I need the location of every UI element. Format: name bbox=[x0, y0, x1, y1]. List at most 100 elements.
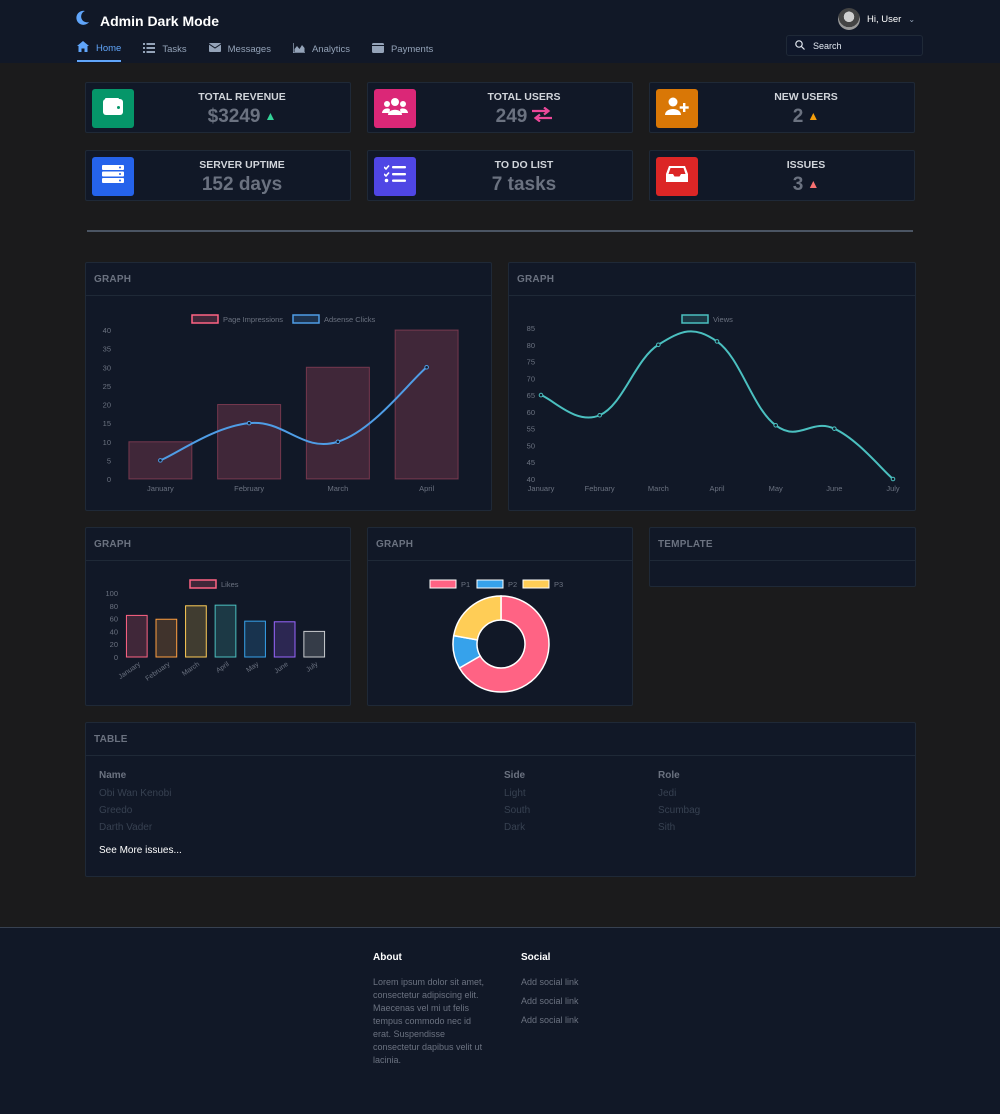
y-tick-label: 35 bbox=[103, 345, 111, 354]
x-tick-label: April bbox=[709, 484, 724, 493]
arrow-up-icon: ▲ bbox=[807, 177, 820, 191]
stat-icon-bg bbox=[656, 89, 698, 128]
section-divider bbox=[87, 230, 913, 232]
panel-title: GRAPH bbox=[86, 528, 350, 561]
stat-title: TOTAL USERS bbox=[487, 91, 561, 103]
y-tick-label: 20 bbox=[103, 401, 111, 410]
y-tick-label: 0 bbox=[114, 653, 118, 662]
bar bbox=[305, 366, 370, 480]
wallet-icon bbox=[103, 97, 123, 120]
graph-panel-3: GRAPH 0 20 40 60 80 100 January February March Ap… bbox=[85, 527, 351, 706]
panel-title: GRAPH bbox=[509, 263, 915, 296]
home-icon bbox=[77, 41, 89, 55]
avatar bbox=[838, 8, 860, 30]
users-icon bbox=[382, 97, 408, 120]
legend-swatch bbox=[522, 579, 550, 589]
footer-social-link[interactable]: Add social link bbox=[521, 996, 579, 1006]
stat-value: 3 bbox=[792, 174, 804, 195]
stat-value: 7 tasks bbox=[491, 174, 557, 195]
y-tick-label: 45 bbox=[527, 458, 535, 467]
data-point bbox=[890, 476, 896, 482]
series-line bbox=[159, 366, 428, 462]
bar bbox=[125, 614, 148, 658]
table-cell: South bbox=[504, 805, 531, 816]
nav-analytics-label: Analytics bbox=[311, 43, 350, 55]
data-point bbox=[538, 392, 544, 398]
search-placeholder: Search bbox=[813, 40, 842, 51]
stat-icon-bg bbox=[374, 89, 416, 128]
nav-analytics[interactable]: Analytics bbox=[292, 36, 350, 62]
nav-home[interactable]: Home bbox=[77, 36, 122, 62]
see-more-link[interactable]: See More issues... bbox=[99, 845, 182, 856]
y-tick-label: 65 bbox=[527, 391, 535, 400]
y-tick-label: 60 bbox=[110, 615, 118, 624]
panel-title: TABLE bbox=[86, 723, 915, 756]
nav-messages[interactable]: Messages bbox=[208, 36, 271, 62]
bar bbox=[273, 621, 296, 658]
search-input[interactable]: Search bbox=[786, 35, 923, 56]
legend-label: Page Impressions bbox=[223, 315, 283, 324]
stat-value-wrap: $3249 ▲ bbox=[134, 106, 350, 128]
bar bbox=[155, 618, 178, 658]
bar bbox=[185, 605, 207, 658]
x-tick-label: March bbox=[327, 484, 348, 493]
user-menu[interactable]: Hi, User ⌄ bbox=[838, 8, 915, 30]
stat-title: NEW USERS bbox=[774, 91, 838, 103]
x-tick-label: February bbox=[585, 484, 615, 493]
y-tick-label: 5 bbox=[107, 456, 111, 465]
legend-label: Views bbox=[713, 315, 733, 324]
stat-icon-bg bbox=[656, 157, 698, 196]
legend-label: Adsense Clicks bbox=[324, 315, 376, 324]
moon-icon bbox=[76, 10, 90, 31]
x-tick-label: April bbox=[215, 661, 231, 675]
stat-card-server-uptime: SERVER UPTIME 152 days bbox=[85, 150, 351, 201]
data-point bbox=[597, 412, 602, 418]
y-tick-label: 0 bbox=[107, 475, 111, 484]
checklist-icon bbox=[383, 164, 406, 188]
x-tick-label: May bbox=[245, 661, 260, 675]
nav-home-label: Home bbox=[96, 42, 122, 54]
inbox-icon bbox=[666, 166, 688, 187]
data-point bbox=[773, 423, 778, 428]
chart-doughnut: P1 P2 P3 bbox=[429, 579, 563, 693]
graph-panel-4: GRAPH P1 P2 P3 bbox=[367, 527, 633, 706]
y-tick-label: 70 bbox=[527, 374, 535, 383]
stat-icon-bg bbox=[92, 89, 134, 128]
envelope-icon bbox=[208, 43, 221, 55]
wallet-icon bbox=[371, 42, 384, 56]
table-cell: Jedi bbox=[658, 788, 677, 799]
bar bbox=[394, 329, 459, 480]
footer-social-link[interactable]: Add social link bbox=[521, 1015, 579, 1025]
nav-payments[interactable]: Payments bbox=[371, 36, 434, 62]
legend-swatch bbox=[292, 314, 320, 324]
stat-card-total-revenue: TOTAL REVENUE $3249 ▲ bbox=[85, 82, 351, 133]
data-point bbox=[424, 364, 429, 370]
nav-tasks[interactable]: Tasks bbox=[143, 36, 187, 62]
footer-social-link[interactable]: Add social link bbox=[521, 977, 579, 987]
table-cell: Obi Wan Kenobi bbox=[99, 788, 172, 799]
y-tick-label: 55 bbox=[527, 425, 535, 434]
chart-views: 40 45 50 55 60 65 70 75 80 85 January February March… bbox=[527, 314, 900, 493]
bar bbox=[217, 404, 282, 480]
nav-tasks-label: Tasks bbox=[162, 43, 187, 55]
brand[interactable]: Admin Dark Mode bbox=[76, 10, 219, 31]
legend-label: P1 bbox=[461, 580, 470, 589]
legend-swatch bbox=[429, 579, 457, 589]
table-cell: Scumbag bbox=[658, 805, 701, 816]
legend-label: P3 bbox=[554, 580, 563, 589]
nav-payments-label: Payments bbox=[390, 43, 434, 55]
table-header-role: Role bbox=[658, 770, 680, 781]
table-header-name: Name bbox=[99, 770, 127, 781]
y-tick-label: 40 bbox=[110, 627, 118, 636]
x-tick-label: June bbox=[273, 661, 290, 676]
data-point bbox=[158, 458, 163, 463]
y-tick-label: 85 bbox=[527, 324, 535, 333]
chart-likes: 0 20 40 60 80 100 January February March April May… bbox=[105, 579, 326, 683]
x-tick-label: June bbox=[826, 484, 842, 493]
stat-value: $3249 bbox=[207, 106, 261, 127]
data-point bbox=[714, 339, 720, 344]
table-cell: Darth Vader bbox=[99, 822, 153, 833]
x-tick-label: July bbox=[305, 661, 320, 674]
data-point bbox=[656, 342, 661, 348]
server-icon bbox=[102, 165, 124, 188]
